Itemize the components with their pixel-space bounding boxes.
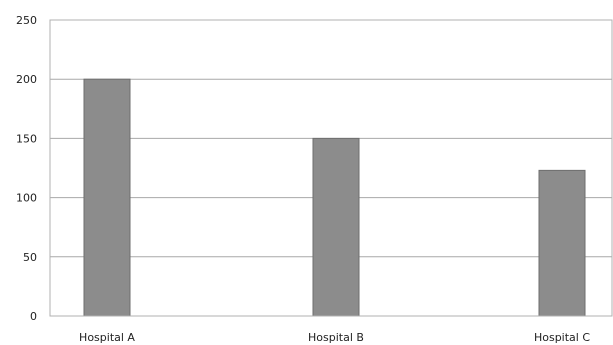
y-tick-label: 250 — [16, 14, 37, 27]
bars — [83, 78, 586, 317]
x-category-label: Hospital B — [308, 331, 364, 344]
y-tick-label: 150 — [16, 132, 37, 145]
bar-hospital-c — [538, 169, 586, 317]
bar-hospital-b — [312, 137, 360, 317]
y-tick-label: 50 — [23, 251, 37, 264]
y-tick-label: 200 — [16, 73, 37, 86]
x-axis-category-labels: Hospital A Hospital B Hospital C — [79, 331, 590, 344]
y-tick-label: 100 — [16, 192, 37, 205]
plot-area-border — [49, 19, 613, 317]
x-category-label: Hospital A — [79, 331, 135, 344]
y-tick-label: 0 — [30, 310, 37, 323]
y-axis-tick-labels: 0 50 100 150 200 250 — [16, 14, 37, 323]
bar-hospital-a — [83, 78, 131, 317]
x-category-label: Hospital C — [534, 331, 590, 344]
